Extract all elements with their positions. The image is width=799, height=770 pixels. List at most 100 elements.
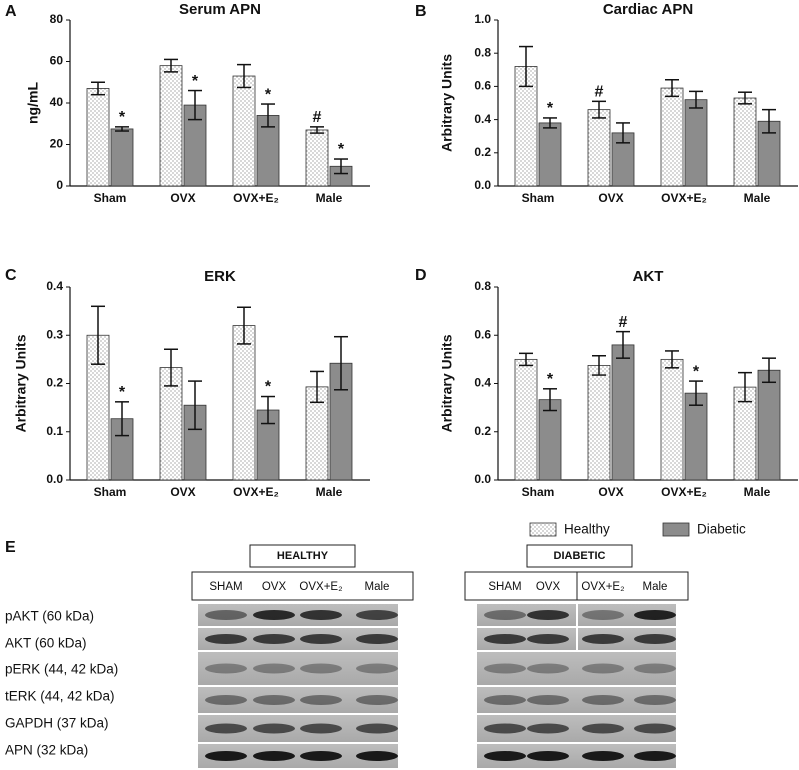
blot-band	[253, 663, 295, 674]
lane-box	[191, 571, 414, 601]
y-tick-label: 0.8	[474, 45, 491, 59]
lane-label: OVX+E₂	[581, 581, 624, 593]
blot-band	[582, 610, 624, 620]
blot-band	[527, 663, 569, 674]
bar	[684, 392, 708, 481]
bar	[587, 365, 611, 481]
x-tick-label: Sham	[94, 485, 127, 499]
bar	[514, 358, 538, 481]
bar	[660, 87, 684, 187]
y-tick-label: 20	[50, 137, 64, 151]
blot-strip	[198, 628, 398, 650]
y-tick-label: 80	[50, 12, 64, 26]
x-tick-label: Sham	[94, 191, 127, 205]
blot-strip	[477, 652, 676, 685]
chart-title: AKT	[633, 268, 664, 285]
blot-band	[253, 723, 295, 734]
bar	[538, 122, 562, 187]
blot-band	[634, 751, 676, 761]
x-tick-label: Sham	[522, 485, 555, 499]
blot-band	[484, 610, 526, 620]
y-axis-label: Arbitrary Units	[439, 334, 455, 432]
significance-mark: *	[192, 73, 199, 90]
blot-band	[484, 723, 526, 734]
x-tick-label: OVX	[170, 191, 195, 205]
bar	[110, 128, 134, 187]
lane-label: Male	[643, 581, 668, 593]
blot-band	[582, 751, 624, 761]
significance-mark: *	[547, 100, 554, 117]
bar	[757, 369, 781, 481]
x-tick-label: Sham	[522, 191, 555, 205]
significance-mark: *	[338, 141, 345, 158]
blot-band	[484, 663, 526, 674]
blot-band	[253, 634, 295, 644]
y-tick-label: 0.4	[474, 112, 491, 126]
y-tick-label: 0.2	[46, 376, 63, 390]
blot-band	[300, 634, 342, 644]
panel-label: C	[5, 267, 17, 284]
blot-band	[356, 610, 398, 620]
blot-band	[356, 751, 398, 761]
x-tick-label: OVX+E₂	[233, 191, 279, 205]
bar	[232, 75, 256, 187]
protein-label: GAPDH (37 kDa)	[5, 716, 109, 731]
panel-label: B	[415, 3, 427, 20]
blot-band	[356, 634, 398, 644]
bar	[684, 99, 708, 187]
y-tick-label: 0.2	[474, 145, 491, 159]
blot-band	[527, 723, 569, 734]
x-tick-label: OVX+E₂	[661, 191, 707, 205]
blot-band	[300, 723, 342, 734]
bar	[305, 129, 329, 187]
bar	[86, 88, 110, 187]
significance-mark: #	[313, 109, 322, 126]
protein-label: pERK (44, 42 kDa)	[5, 662, 118, 677]
blot-band	[300, 610, 342, 620]
lane-label: OVX	[262, 581, 287, 593]
y-tick-label: 0.0	[474, 472, 491, 486]
blot-band	[582, 695, 624, 705]
blot-band	[634, 723, 676, 734]
group-box	[526, 544, 633, 568]
x-tick-label: Male	[744, 485, 771, 499]
blot-band	[634, 695, 676, 705]
blot-band	[527, 751, 569, 761]
x-tick-label: OVX+E₂	[661, 485, 707, 499]
blot-band	[205, 610, 247, 620]
blot-band	[300, 751, 342, 761]
y-tick-label: 0.6	[474, 327, 491, 341]
x-tick-label: OVX+E₂	[233, 485, 279, 499]
x-tick-label: OVX	[170, 485, 195, 499]
y-tick-label: 0.4	[46, 279, 63, 293]
blot-band	[634, 610, 676, 620]
legend-swatch	[529, 522, 557, 537]
lane-label: SHAM	[488, 581, 521, 593]
y-tick-label: 1.0	[474, 12, 491, 26]
blot-strip	[198, 604, 398, 626]
significance-mark: *	[119, 109, 126, 126]
y-tick-label: 0.8	[474, 279, 491, 293]
x-tick-label: Male	[316, 485, 343, 499]
x-tick-label: OVX	[598, 485, 623, 499]
y-axis-label: ng/mL	[25, 82, 41, 124]
lane-label: SHAM	[209, 581, 242, 593]
x-tick-label: Male	[744, 191, 771, 205]
y-tick-label: 0.6	[474, 79, 491, 93]
chart-title: Serum APN	[179, 1, 261, 18]
group-label: DIABETIC	[554, 550, 606, 562]
blot-band	[582, 723, 624, 734]
lane-label: OVX+E₂	[299, 581, 342, 593]
significance-mark: *	[265, 379, 272, 396]
significance-mark: *	[119, 384, 126, 401]
blot-band	[253, 695, 295, 705]
y-tick-label: 0.3	[46, 327, 63, 341]
blot-band	[634, 663, 676, 674]
blot-band	[300, 695, 342, 705]
blot-band	[356, 723, 398, 734]
blot-band	[484, 751, 526, 761]
panel-label: A	[5, 3, 17, 20]
blot-band	[582, 663, 624, 674]
legend-swatch	[662, 522, 690, 537]
